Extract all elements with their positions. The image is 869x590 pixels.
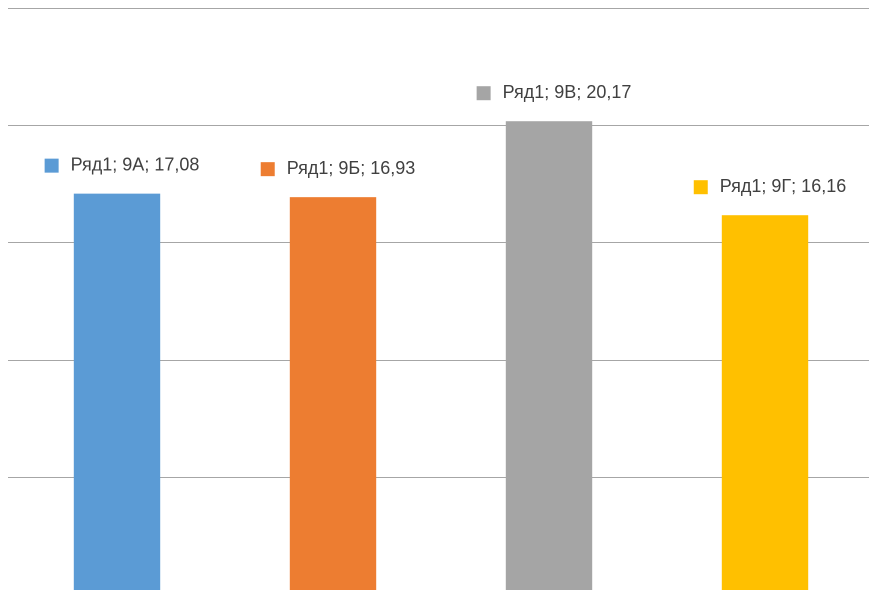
data-label: Ряд1; 9В; 20,17 xyxy=(503,82,632,102)
data-label: Ряд1; 9А; 17,08 xyxy=(71,154,200,174)
bar xyxy=(721,215,809,590)
bar xyxy=(289,197,377,590)
label-key xyxy=(260,162,275,177)
label-key xyxy=(44,158,59,173)
bar xyxy=(505,121,593,590)
data-label: Ряд1; 9Б; 16,93 xyxy=(287,158,416,178)
data-label: Ряд1; 9Г; 16,16 xyxy=(720,176,846,196)
label-key xyxy=(476,86,491,101)
label-key xyxy=(693,180,708,195)
bar xyxy=(73,193,161,590)
